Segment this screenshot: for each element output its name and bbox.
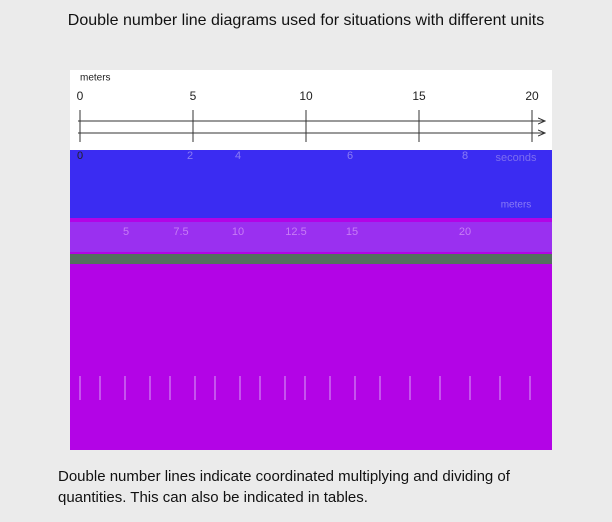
labels: meters 0 5 10 15 20 0 2 4 6 8 seconds meters 5 7.5 10 12… <box>77 73 539 400</box>
tick-label: 12.5 <box>285 226 306 238</box>
tick-label: 7.5 <box>173 226 188 238</box>
unit-label: meters <box>501 200 532 211</box>
tick-label: 20 <box>525 89 539 103</box>
tick-label: 5 <box>190 89 197 103</box>
tick-label: 2 <box>187 150 193 162</box>
tick-label: 8 <box>462 150 468 162</box>
corrupt-area <box>70 218 552 450</box>
title: Double number line diagrams used for sit… <box>67 12 545 29</box>
image-top <box>70 70 552 150</box>
corrupt-strip <box>70 222 552 252</box>
caption: Double number lines indicate coordinated… <box>58 468 510 506</box>
tick-label: 0 <box>77 150 83 162</box>
diagram: meters 0 5 10 15 20 0 2 4 6 8 seconds meters 5 7.5 10 12… <box>70 70 552 450</box>
corrupt-band <box>70 150 552 218</box>
unit-label: meters <box>80 73 111 84</box>
tick-label: 15 <box>346 226 358 238</box>
tick-label: 10 <box>299 89 313 103</box>
tick-label: 15 <box>412 89 426 103</box>
tick-label: 20 <box>459 226 471 238</box>
tick-label: 10 <box>232 226 244 238</box>
tick-label: 4 <box>235 150 241 162</box>
tick-label: 6 <box>347 150 353 162</box>
unit-label: seconds <box>496 152 537 164</box>
corrupt-strip <box>70 254 552 264</box>
tick-label: 0 <box>77 89 84 103</box>
tick-label: 5 <box>123 226 129 238</box>
